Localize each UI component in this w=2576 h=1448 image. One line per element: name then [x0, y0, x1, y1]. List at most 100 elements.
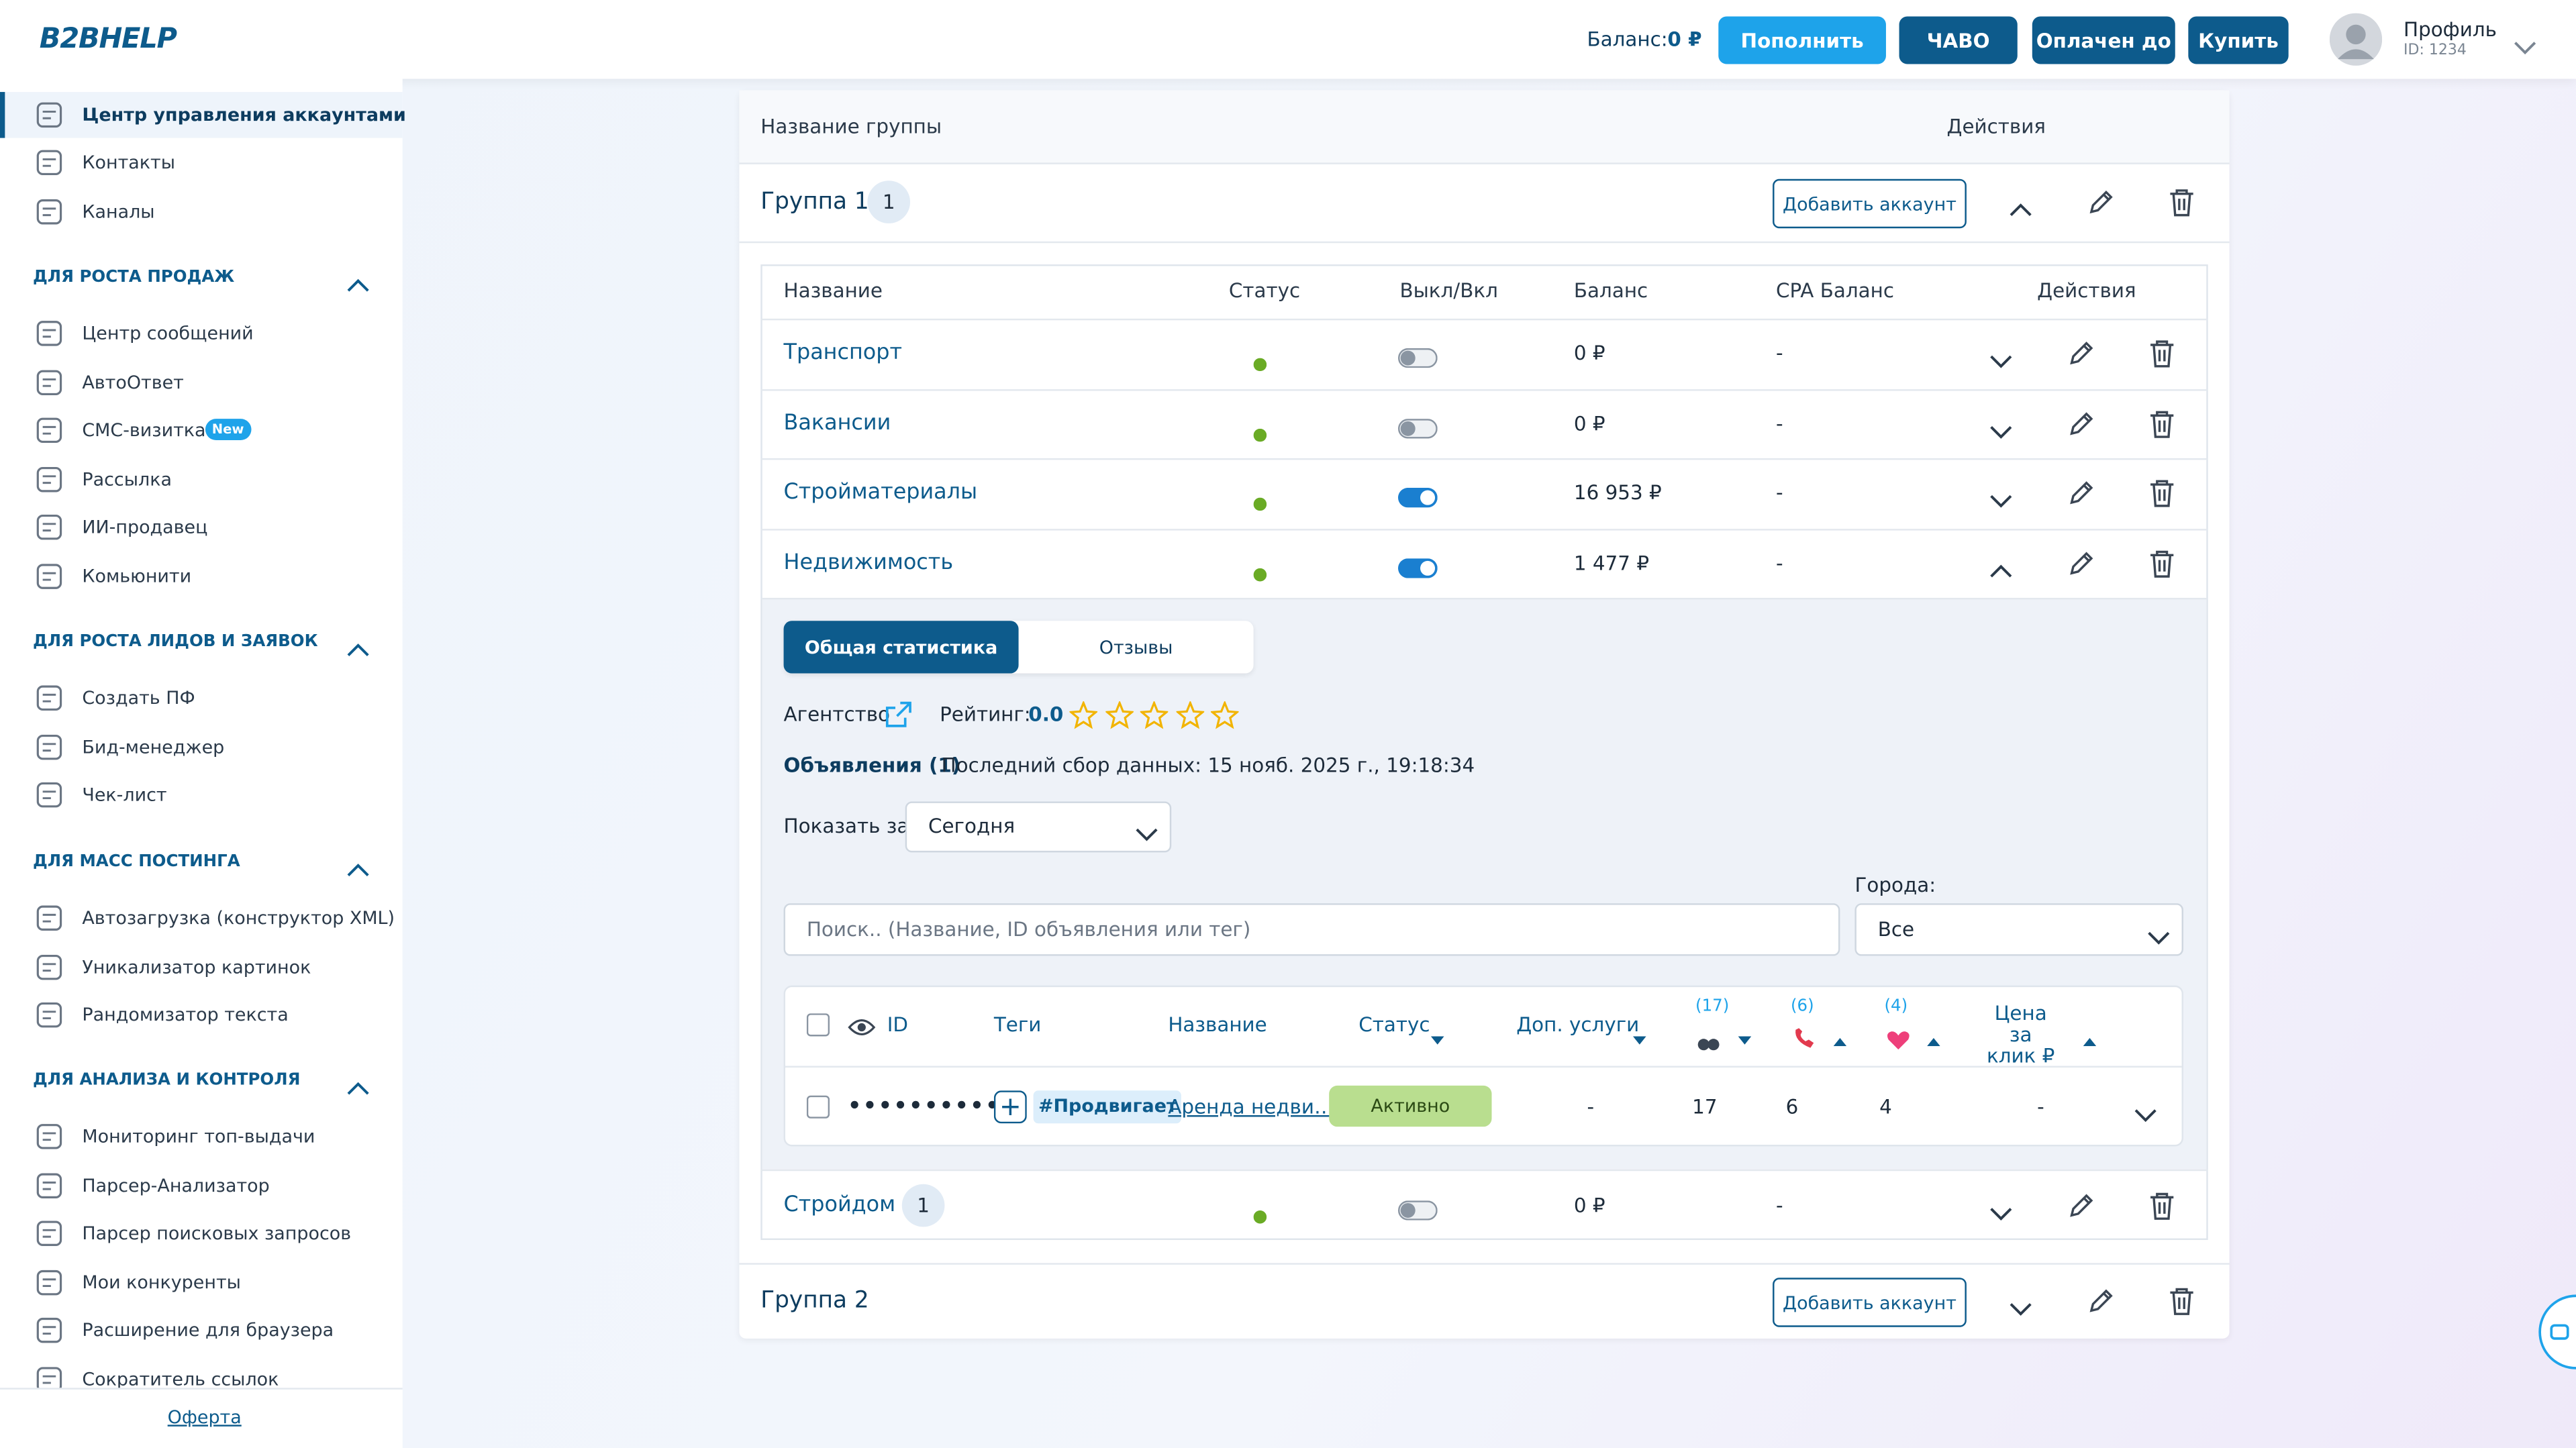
menu-item[interactable]: Мониторинг топ-выдачи: [82, 1125, 315, 1147]
edit-icon[interactable]: [2067, 338, 2096, 368]
menu-item[interactable]: АвтоОтвет: [82, 371, 184, 393]
menu-item[interactable]: Расширение для браузера: [82, 1319, 334, 1341]
checkbox[interactable]: [806, 1012, 830, 1037]
ads-column-header: (17): [1695, 997, 1730, 1016]
tab-active[interactable]: Общая статистика: [783, 621, 1019, 674]
header-button[interactable]: Оплачен до: [2032, 16, 2175, 64]
chevron-down[interactable]: [1989, 415, 2012, 439]
chevron-down[interactable]: [1989, 1197, 2012, 1221]
menu-item[interactable]: Контакты: [82, 152, 175, 174]
cities-select[interactable]: [1854, 903, 2183, 956]
sort-up[interactable]: [2083, 1021, 2097, 1047]
menu-item[interactable]: СМС-визитка: [82, 419, 206, 442]
star[interactable]: [1209, 700, 1240, 729]
menu-item[interactable]: Каналы: [82, 201, 155, 223]
edit-icon[interactable]: [2067, 1191, 2096, 1221]
delete-icon[interactable]: [2149, 338, 2175, 368]
sort-up[interactable]: [1833, 1021, 1847, 1047]
edit-icon[interactable]: [2067, 549, 2096, 578]
account-name[interactable]: Недвижимость: [783, 551, 954, 576]
menu-item[interactable]: Рассылка: [82, 468, 172, 490]
chevron-down[interactable]: [1989, 484, 2012, 508]
star[interactable]: [1103, 700, 1134, 729]
chevron-up[interactable]: [1989, 555, 2012, 578]
avatar[interactable]: [2329, 13, 2383, 66]
toggle[interactable]: [1397, 414, 1438, 439]
account-name[interactable]: Стройматериалы: [783, 480, 978, 505]
checkbox[interactable]: [806, 1094, 830, 1119]
delete-icon[interactable]: [2149, 1191, 2175, 1221]
account-name[interactable]: Транспорт: [783, 340, 903, 366]
sort-down[interactable]: [1738, 1020, 1752, 1045]
edit-icon[interactable]: [2067, 478, 2096, 507]
menu-item[interactable]: Рандомизатор текста: [82, 1004, 289, 1026]
menu-item[interactable]: Автозагрузка (конструктор XML): [82, 907, 395, 929]
chevron-down[interactable]: [2514, 32, 2536, 55]
chevron-up[interactable]: [346, 1072, 369, 1095]
sort-down[interactable]: [1633, 1020, 1646, 1045]
offer-link[interactable]: Оферта: [167, 1406, 242, 1429]
menu-item[interactable]: Мои конкуренты: [82, 1271, 241, 1293]
tab[interactable]: Отзывы: [1099, 636, 1173, 658]
star[interactable]: [1068, 700, 1099, 729]
chevron-up[interactable]: [346, 854, 369, 877]
menu-item[interactable]: Уникализатор картинок: [82, 955, 311, 978]
edit-icon[interactable]: [2087, 187, 2116, 217]
chevron-down[interactable]: [2147, 921, 2170, 945]
status-dot: [1253, 346, 1267, 372]
menu-item[interactable]: Центр управления аккаунтами: [82, 104, 406, 126]
delete-icon[interactable]: [2149, 409, 2175, 438]
header-button[interactable]: Купить: [2188, 16, 2289, 64]
search-input[interactable]: [783, 903, 1840, 956]
delete-icon[interactable]: [2169, 187, 2195, 217]
period-select[interactable]: [905, 801, 1172, 853]
chevron-up[interactable]: [346, 269, 369, 292]
menu-item[interactable]: Парсер поисковых запросов: [82, 1223, 352, 1245]
group-name[interactable]: Группа 1: [760, 189, 869, 215]
toggle[interactable]: [1397, 554, 1438, 578]
sort-down[interactable]: [1430, 1020, 1444, 1045]
add-account-button[interactable]: Добавить аккаунт: [1773, 1278, 1967, 1327]
menu-item[interactable]: Чек-лист: [82, 784, 167, 806]
menu-icon: [36, 1172, 62, 1198]
chevron-down[interactable]: [1135, 818, 1158, 841]
search-placeholder: Поиск.. (Название, ID объявления или тег…: [806, 918, 1251, 941]
chevron-up[interactable]: [2010, 194, 2032, 217]
ads-column-header[interactable]: Доп. услуги: [1516, 1013, 1640, 1037]
delete-icon[interactable]: [2169, 1286, 2195, 1316]
chevron-down[interactable]: [2134, 1099, 2157, 1123]
menu-item[interactable]: Парсер-Анализатор: [82, 1174, 270, 1196]
menu-item[interactable]: Создать ПФ: [82, 687, 195, 709]
ads-column-header[interactable]: Статус: [1358, 1013, 1430, 1037]
chevron-up[interactable]: [346, 634, 369, 657]
chevron-down[interactable]: [1989, 345, 2012, 368]
header-button[interactable]: Пополнить: [1718, 16, 1886, 64]
menu-item[interactable]: ИИ-продавец: [82, 516, 208, 538]
menu-item[interactable]: Бид-менеджер: [82, 735, 225, 758]
chat-widget[interactable]: [2536, 1294, 2576, 1370]
sort-up[interactable]: [1927, 1021, 1940, 1047]
ad-title[interactable]: Аренда недви…: [1168, 1095, 1334, 1119]
delete-icon[interactable]: [2149, 549, 2175, 578]
toggle[interactable]: [1397, 483, 1438, 508]
add-account-button[interactable]: Добавить аккаунт: [1773, 178, 1967, 229]
header-button[interactable]: ЧАВО: [1899, 16, 2018, 64]
delete-icon[interactable]: [2149, 478, 2175, 507]
rating: 0.0: [1028, 703, 1064, 726]
account-name[interactable]: Вакансии: [783, 411, 891, 436]
toggle[interactable]: [1397, 344, 1438, 368]
toggle[interactable]: [1397, 1196, 1438, 1221]
menu-item[interactable]: Комьюнити: [82, 565, 192, 586]
star[interactable]: [1174, 700, 1205, 729]
menu-item[interactable]: Центр сообщений: [82, 322, 254, 344]
add-tag-button[interactable]: [993, 1090, 1027, 1124]
external-link[interactable]: [885, 701, 911, 727]
group-name[interactable]: Группа 2: [760, 1287, 869, 1314]
edit-icon[interactable]: [2067, 409, 2096, 438]
menu-item[interactable]: Сократитель ссылок: [82, 1367, 279, 1390]
period-label: Показать за:: [783, 815, 916, 838]
edit-icon[interactable]: [2087, 1286, 2116, 1316]
account-name[interactable]: Стройдом: [783, 1193, 896, 1218]
chevron-down[interactable]: [2010, 1292, 2032, 1316]
star[interactable]: [1139, 700, 1169, 729]
